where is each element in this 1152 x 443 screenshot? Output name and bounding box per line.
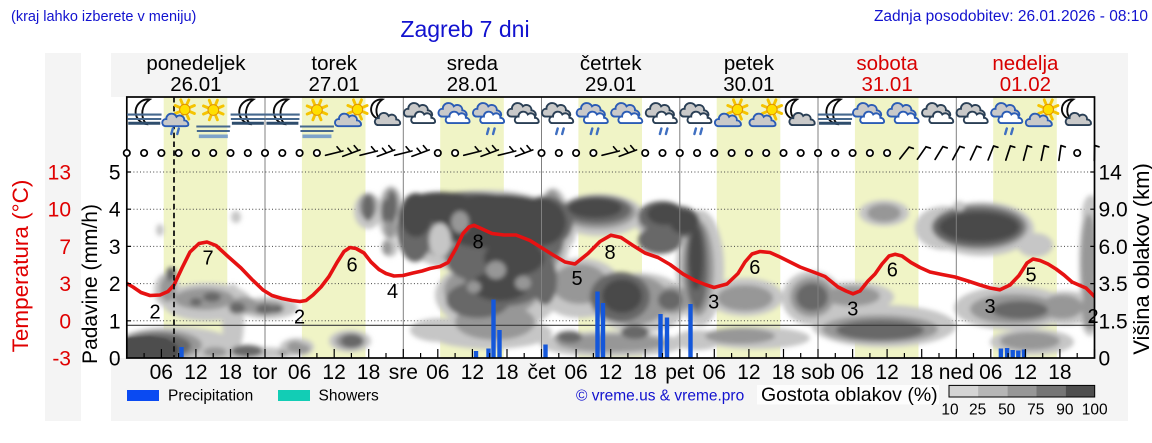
svg-text:(kraj lahko izberete v meniju): (kraj lahko izberete v meniju) bbox=[11, 9, 196, 25]
svg-text:7: 7 bbox=[202, 248, 213, 270]
svg-text:25: 25 bbox=[969, 402, 986, 419]
svg-text:13: 13 bbox=[48, 162, 71, 185]
svg-text:12: 12 bbox=[599, 361, 622, 384]
svg-text:06: 06 bbox=[288, 361, 311, 384]
svg-text:petek: petek bbox=[724, 52, 775, 75]
svg-text:Gostota oblakov (%): Gostota oblakov (%) bbox=[761, 384, 938, 406]
svg-text:5: 5 bbox=[1025, 265, 1036, 287]
svg-text:27.01: 27.01 bbox=[309, 73, 360, 96]
svg-text:9.0: 9.0 bbox=[1099, 199, 1128, 222]
svg-text:3.5: 3.5 bbox=[1099, 273, 1128, 296]
svg-text:31.01: 31.01 bbox=[861, 73, 912, 96]
svg-text:12: 12 bbox=[461, 361, 484, 384]
svg-text:12: 12 bbox=[737, 361, 760, 384]
svg-text:14: 14 bbox=[1099, 162, 1123, 185]
svg-text:12: 12 bbox=[184, 361, 207, 384]
svg-text:4: 4 bbox=[387, 281, 398, 303]
svg-text:18: 18 bbox=[495, 361, 518, 384]
svg-text:ned: ned bbox=[939, 361, 974, 384]
svg-text:6: 6 bbox=[887, 260, 898, 282]
svg-text:10: 10 bbox=[941, 402, 959, 419]
svg-text:Precipitation: Precipitation bbox=[168, 388, 253, 405]
svg-text:0: 0 bbox=[59, 310, 71, 333]
svg-text:06: 06 bbox=[841, 361, 864, 384]
svg-text:3: 3 bbox=[109, 236, 121, 259]
svg-text:18: 18 bbox=[772, 361, 795, 384]
svg-text:sobota: sobota bbox=[856, 52, 918, 75]
svg-text:2: 2 bbox=[1087, 306, 1098, 328]
svg-text:75: 75 bbox=[1027, 402, 1044, 419]
svg-text:12: 12 bbox=[1014, 361, 1037, 384]
svg-text:06: 06 bbox=[426, 361, 449, 384]
svg-text:pet: pet bbox=[665, 361, 694, 384]
svg-text:1.5: 1.5 bbox=[1099, 310, 1128, 333]
svg-text:2: 2 bbox=[149, 302, 160, 324]
svg-text:2: 2 bbox=[294, 307, 305, 329]
svg-text:06: 06 bbox=[703, 361, 726, 384]
svg-text:18: 18 bbox=[219, 361, 242, 384]
svg-text:4: 4 bbox=[109, 199, 121, 222]
svg-text:5: 5 bbox=[109, 162, 121, 185]
svg-text:29.01: 29.01 bbox=[585, 73, 636, 96]
svg-text:Višina oblakov (km): Višina oblakov (km) bbox=[1129, 163, 1152, 355]
svg-text:3: 3 bbox=[984, 296, 995, 318]
svg-text:18: 18 bbox=[357, 361, 380, 384]
svg-text:2: 2 bbox=[109, 273, 121, 296]
svg-text:6: 6 bbox=[346, 255, 357, 277]
svg-text:06: 06 bbox=[564, 361, 587, 384]
svg-text:0: 0 bbox=[1099, 348, 1111, 371]
svg-text:6.0: 6.0 bbox=[1099, 236, 1128, 259]
svg-text:06: 06 bbox=[979, 361, 1002, 384]
svg-text:100: 100 bbox=[1082, 402, 1108, 419]
svg-text:18: 18 bbox=[1048, 361, 1071, 384]
svg-text:Zagreb 7 dni: Zagreb 7 dni bbox=[400, 16, 529, 42]
svg-text:10: 10 bbox=[48, 199, 71, 222]
svg-text:ponedeljek: ponedeljek bbox=[146, 52, 246, 75]
svg-text:© vreme.us & vreme.pro: © vreme.us & vreme.pro bbox=[576, 388, 744, 405]
svg-text:torek: torek bbox=[311, 52, 357, 75]
svg-text:četrtek: četrtek bbox=[580, 52, 642, 75]
svg-text:90: 90 bbox=[1056, 402, 1074, 419]
svg-text:-3: -3 bbox=[52, 348, 71, 371]
svg-text:Padavine (mm/h): Padavine (mm/h) bbox=[79, 204, 102, 364]
svg-text:28.01: 28.01 bbox=[447, 73, 498, 96]
svg-text:12: 12 bbox=[322, 361, 345, 384]
svg-text:18: 18 bbox=[633, 361, 656, 384]
svg-text:8: 8 bbox=[472, 232, 483, 254]
svg-text:7: 7 bbox=[59, 236, 71, 259]
svg-text:01.02: 01.02 bbox=[1000, 73, 1051, 96]
svg-text:18: 18 bbox=[910, 361, 933, 384]
svg-text:06: 06 bbox=[150, 361, 173, 384]
svg-text:12: 12 bbox=[875, 361, 898, 384]
svg-text:sre: sre bbox=[389, 361, 418, 384]
svg-text:50: 50 bbox=[998, 402, 1016, 419]
svg-text:3: 3 bbox=[847, 299, 858, 321]
svg-text:Zadnja posodobitev: 26.01.2026: Zadnja posodobitev: 26.01.2026 - 08:10 bbox=[874, 8, 1148, 25]
svg-text:tor: tor bbox=[253, 361, 278, 384]
svg-text:Temperatura (°C): Temperatura (°C) bbox=[8, 180, 33, 353]
svg-text:0: 0 bbox=[109, 348, 121, 371]
svg-text:3: 3 bbox=[708, 292, 719, 314]
svg-text:26.01: 26.01 bbox=[170, 73, 221, 96]
svg-text:čet: čet bbox=[527, 361, 555, 384]
svg-text:8: 8 bbox=[604, 242, 615, 264]
svg-text:1: 1 bbox=[109, 310, 121, 333]
svg-text:sreda: sreda bbox=[447, 52, 499, 75]
svg-text:5: 5 bbox=[571, 268, 582, 290]
svg-text:Showers: Showers bbox=[319, 388, 380, 405]
svg-text:6: 6 bbox=[749, 257, 760, 279]
svg-text:nedelja: nedelja bbox=[992, 52, 1059, 75]
svg-text:30.01: 30.01 bbox=[723, 73, 774, 96]
svg-text:sob: sob bbox=[801, 361, 835, 384]
svg-text:3: 3 bbox=[59, 273, 71, 296]
